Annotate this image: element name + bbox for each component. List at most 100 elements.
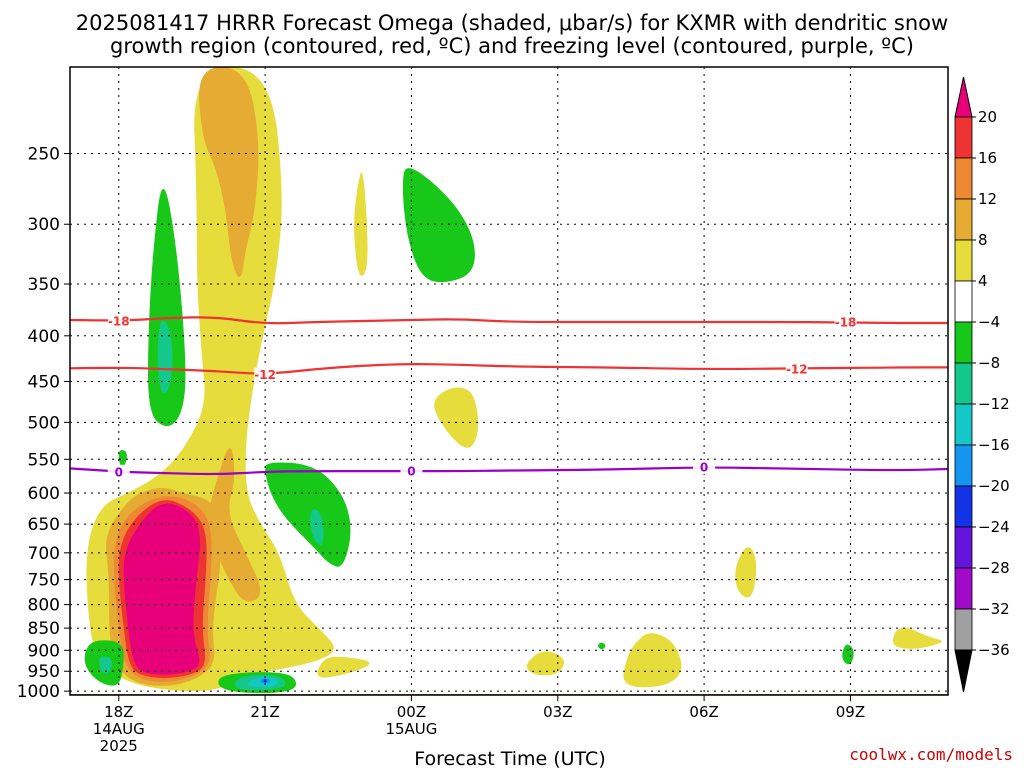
colorbar-label-8: −16 [978,436,1010,454]
colorbar-swatch-0 [954,116,973,159]
x-tick-label-33-0: 09Z [836,703,865,721]
omega-region-9 [402,168,475,283]
colorbar-label-1: 16 [978,149,997,167]
colorbar-swatch-1 [954,157,973,200]
contour-line-1 [70,363,948,375]
colorbar-swatch-9 [954,485,973,528]
omega-region-27 [598,642,606,650]
x-tick-label-21-0: 21Z [250,703,279,721]
contour-label-bg-2-1 [400,464,423,479]
omega-region-20 [354,172,368,276]
colorbar-swatch-3 [954,239,973,282]
colorbar-swatch-5 [954,321,973,364]
omega-region-10 [265,462,351,567]
contour-label-bg-2-2 [693,459,716,474]
colorbar-bottom-arrow [954,649,973,693]
y-tick-label-300: 300 [28,215,60,235]
colorbar-label-7: −12 [978,395,1010,413]
colorbar-label-4: 4 [978,272,988,290]
y-tick-label-650: 650 [28,515,60,535]
contour-label-bg-1-1 [785,362,808,377]
x-tick-label-27-0: 03Z [543,703,572,721]
y-tick-label-1000: 1000 [17,682,60,702]
contour-label-1-0: -12 [254,368,276,382]
omega-region-19 [263,679,267,683]
chart-title-line2: growth region (contoured, red, ºC) and f… [110,34,914,58]
omega-region-6 [123,503,201,675]
omega-region-26 [892,627,942,649]
plot-area: -18 -18 -12 -12 0 0 0 [69,66,949,696]
contour-label-2-0: 0 [115,465,123,479]
contour-line-2 [70,466,948,476]
y-tick-label-450: 450 [28,372,60,392]
colorbar-swatch-11 [954,567,973,610]
contour-label-bg-2-0 [107,464,130,479]
colorbar-label-2: 12 [978,190,997,208]
omega-region-14 [118,450,127,468]
omega-region-13 [99,656,113,674]
contour-label-bg-0-0 [107,313,130,328]
colorbar-label-3: 8 [978,231,988,249]
x-tick-label-18-1: 14AUG [93,720,145,738]
x-tick-label-24-0: 00Z [397,703,426,721]
colorbar-label-6: −8 [978,354,1000,372]
colorbar-top-arrow [954,76,973,118]
credit-text: coolwx.com/models [849,745,1013,764]
contour-label-1-1: -12 [786,363,808,377]
y-tick-label-850: 850 [28,619,60,639]
omega-region-24 [623,633,682,688]
colorbar-swatch-2 [954,198,973,241]
x-tick-label-18-2: 2025 [100,737,138,755]
colorbar-label-9: −20 [978,477,1010,495]
omega-region-23 [526,651,565,676]
colorbar-swatch-10 [954,526,973,569]
contour-label-0-1: -18 [835,315,857,329]
colorbar-swatch-7 [954,403,973,446]
y-tick-label-350: 350 [28,275,60,295]
omega-shading [84,67,942,694]
contour-label-bg-1-0 [254,367,277,382]
omega-region-11 [310,508,324,545]
colorbar-label-0: 20 [978,108,997,126]
y-tick-label-400: 400 [28,327,60,347]
y-axis: 2503003504004505005506006507007508008509… [17,145,70,702]
x-tick-label-30-0: 06Z [689,703,718,721]
omega-region-2 [209,448,261,602]
omega-region-21 [434,387,479,448]
x-tick-label-18-0: 18Z [104,703,133,721]
colorbar-label-11: −28 [978,559,1010,577]
y-tick-label-800: 800 [28,596,60,616]
y-tick-label-700: 700 [28,544,60,564]
y-tick-label-250: 250 [28,145,60,165]
y-tick-label-900: 900 [28,641,60,661]
contour-label-0-0: -18 [108,314,130,328]
omega-region-25 [735,547,757,598]
colorbar-swatch-12 [954,608,973,651]
contour-label-2-2: 0 [700,460,708,474]
colorbar: 20 16 12 8 4 −4 −8 −12 −16 −20 −24 −28 −32 −36 [954,76,1010,693]
colorbar-swatch-6 [954,362,973,405]
colorbar-swatch-8 [954,444,973,487]
contour-line-0 [70,316,948,325]
omega-region-8 [157,320,173,394]
chart-title-line1: 2025081417 HRRR Forecast Omega (shaded, … [76,11,948,35]
contour-label-bg-0-1 [834,314,857,329]
y-tick-label-750: 750 [28,571,60,591]
contour-label-2-1: 0 [407,465,415,479]
colorbar-label-12: −32 [978,600,1010,618]
colorbar-label-10: −24 [978,518,1010,536]
x-tick-label-24-1: 15AUG [385,720,437,738]
contours: -18 -18 -12 -12 0 0 0 [70,313,948,479]
y-tick-label-600: 600 [28,484,60,504]
colorbar-swatch-4 [954,280,973,323]
omega-region-7 [148,188,186,427]
x-axis-label: Forecast Time (UTC) [414,748,605,768]
y-tick-label-500: 500 [28,413,60,433]
y-tick-label-950: 950 [28,662,60,682]
colorbar-label-5: −4 [978,313,1000,331]
colorbar-label-13: −36 [978,641,1010,659]
y-tick-label-550: 550 [28,450,60,470]
omega-region-1 [199,67,259,278]
